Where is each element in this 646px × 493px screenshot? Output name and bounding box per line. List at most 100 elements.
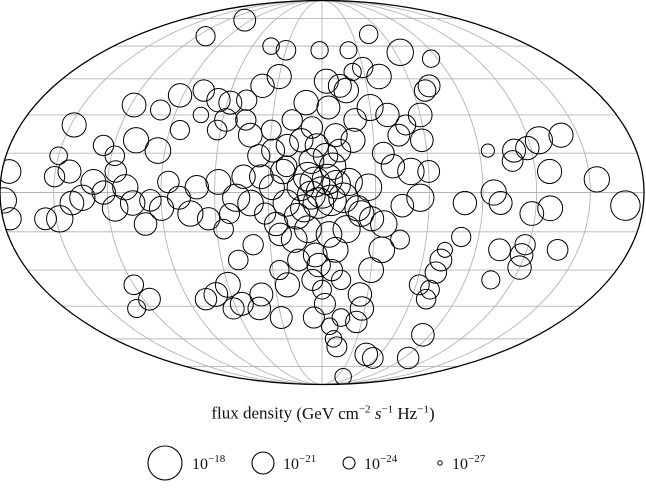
source-point	[269, 259, 290, 281]
source-point	[313, 292, 336, 315]
source-point	[301, 268, 324, 291]
graticule-grid	[0, 0, 644, 385]
source-point	[294, 215, 322, 244]
source-point	[413, 79, 437, 102]
source-point	[537, 158, 563, 185]
source-point	[0, 207, 22, 231]
source-point	[352, 56, 374, 79]
source-point	[235, 109, 257, 131]
source-point	[144, 137, 172, 164]
grid-meridian	[321, 0, 377, 385]
source-point	[334, 367, 352, 385]
source-point	[387, 123, 411, 147]
source-point	[509, 243, 534, 267]
source-point	[192, 79, 215, 102]
source-point	[305, 176, 339, 209]
source-point	[327, 138, 352, 163]
source-point	[515, 135, 540, 161]
source-point	[123, 274, 145, 296]
source-point	[247, 296, 272, 321]
source-point	[397, 157, 425, 186]
source-point	[328, 182, 359, 213]
source-point	[371, 141, 395, 165]
source-point	[326, 336, 348, 358]
source-point	[349, 296, 375, 321]
source-point	[281, 109, 303, 131]
source-point	[80, 169, 107, 195]
source-point	[206, 119, 228, 141]
source-point	[127, 298, 147, 318]
source-markers	[0, 8, 641, 385]
colorbar-caption: flux density (GeV cm−2 s−1 Hz−1)	[0, 403, 646, 424]
source-point	[0, 159, 22, 184]
source-point	[270, 158, 296, 185]
source-point	[266, 63, 292, 90]
source-point	[322, 236, 349, 263]
source-point	[59, 190, 85, 216]
source-point	[312, 143, 339, 169]
source-point	[583, 166, 610, 193]
grid-meridian	[267, 0, 323, 385]
source-point	[358, 24, 379, 45]
legend-entry: 10−24	[342, 453, 398, 473]
source-point	[396, 346, 420, 370]
source-point	[316, 95, 341, 120]
source-point	[237, 122, 263, 148]
source-point	[104, 160, 127, 183]
source-point	[293, 89, 319, 116]
source-point	[420, 279, 440, 300]
legend-entry: 10−18	[147, 445, 226, 481]
source-point	[324, 330, 343, 348]
source-point	[231, 164, 256, 189]
svg-text:10−18: 10−18	[192, 453, 226, 473]
source-point	[34, 207, 57, 231]
legend-marker-large	[147, 445, 183, 481]
source-point	[258, 174, 285, 201]
source-point	[488, 238, 511, 262]
source-point	[304, 133, 329, 158]
source-point	[331, 308, 351, 327]
source-point	[339, 41, 358, 60]
source-point	[480, 143, 495, 158]
source-point	[219, 203, 241, 224]
source-point	[119, 190, 146, 216]
source-point	[488, 191, 513, 216]
source-point	[332, 215, 361, 244]
source-point	[280, 226, 308, 253]
source-point	[249, 164, 274, 190]
source-point	[287, 248, 310, 272]
source-point	[254, 202, 277, 225]
source-point	[421, 49, 441, 68]
source-point	[121, 92, 147, 118]
source-point	[310, 41, 329, 60]
grid-meridian	[321, 0, 430, 385]
source-point	[242, 234, 264, 256]
source-point	[380, 154, 406, 179]
source-point	[112, 174, 139, 201]
source-point	[519, 201, 545, 226]
source-point	[46, 205, 74, 233]
source-point	[177, 200, 204, 227]
grid-meridian	[53, 0, 323, 385]
source-point	[206, 87, 231, 113]
source-point	[386, 38, 414, 67]
legend-marker-medium	[251, 451, 275, 475]
source-point	[333, 77, 359, 104]
source-point	[298, 148, 325, 174]
legend-entry: 10−27	[437, 453, 486, 473]
source-point	[315, 221, 343, 248]
source-point	[347, 200, 375, 227]
legend-marker-small	[342, 456, 356, 470]
source-point	[315, 184, 347, 217]
source-point	[213, 218, 234, 240]
source-point	[354, 342, 379, 367]
source-point	[501, 150, 524, 172]
source-point	[429, 248, 453, 272]
source-point	[343, 108, 367, 132]
source-point	[417, 160, 441, 183]
source-point	[139, 189, 162, 212]
source-point	[237, 189, 264, 217]
source-point	[299, 166, 331, 198]
source-point	[366, 63, 392, 90]
svg-text:10−24: 10−24	[364, 453, 398, 473]
